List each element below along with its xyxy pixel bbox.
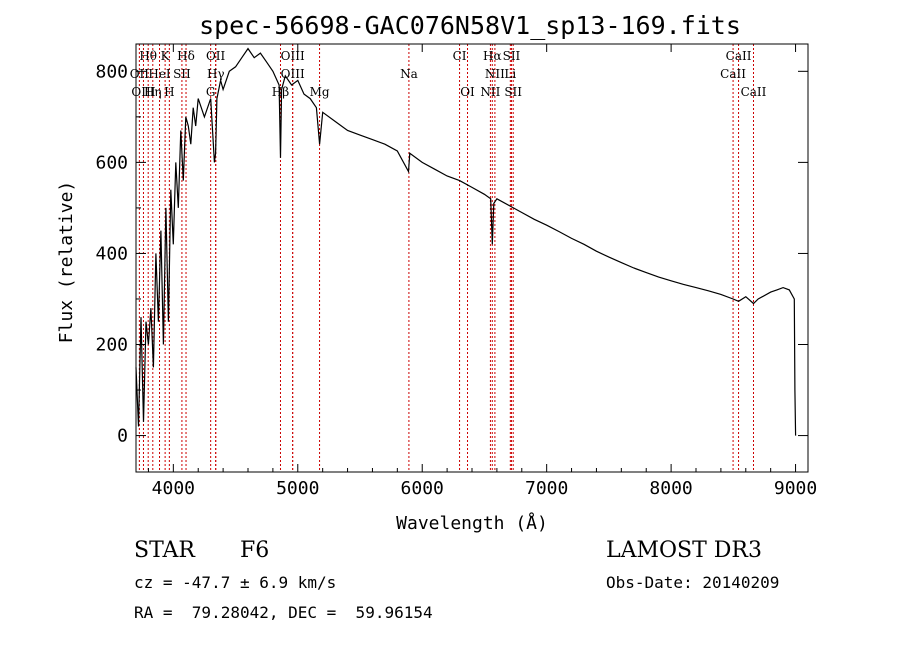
line-label-9: OII	[130, 67, 150, 81]
line-label-26: SII	[504, 85, 522, 99]
x-tick-label-4: 8000	[649, 478, 692, 499]
x-tick-label-1: 5000	[276, 478, 319, 499]
y-tick-label-0: 0	[117, 426, 128, 447]
line-label-12: Hγ	[207, 67, 225, 81]
chart-title: spec-56698-GAC076N58V1_sp13-169.fits	[199, 11, 741, 40]
object-class: STAR	[134, 538, 195, 563]
line-label-6: Hα	[483, 49, 502, 63]
line-label-23: Mg	[310, 85, 330, 99]
line-label-7: SII	[503, 49, 521, 63]
line-label-18: OIII	[131, 85, 155, 99]
line-label-27: CaII	[741, 85, 767, 99]
line-label-15: NII	[485, 67, 505, 81]
y-tick-label-1: 200	[95, 335, 128, 356]
line-label-2: Hδ	[177, 49, 195, 63]
y-tick-label-3: 600	[95, 152, 128, 173]
line-label-19: Hη	[144, 85, 162, 99]
x-tick-label-5: 9000	[774, 478, 817, 499]
line-label-11: SII	[173, 67, 191, 81]
line-label-8: CaII	[726, 49, 752, 63]
line-label-0: Hθ	[139, 49, 157, 63]
y-axis-label: Flux (relative)	[56, 181, 77, 344]
line-label-3: OII	[206, 49, 226, 63]
line-label-24: OI	[460, 85, 475, 99]
line-label-10: HeI	[148, 67, 171, 81]
x-tick-label-3: 7000	[525, 478, 568, 499]
redshift-text: cz = -47.7 ± 6.9 km/s	[134, 573, 337, 592]
x-tick-label-2: 6000	[401, 478, 444, 499]
line-label-16: Li	[504, 67, 516, 81]
survey-name: LAMOST DR3	[606, 538, 762, 563]
y-axis-ticks: 0 200 400 600 800	[95, 61, 808, 447]
spectrum-line	[135, 47, 797, 436]
line-label-14: Na	[400, 67, 418, 81]
line-label-1: K	[161, 49, 171, 63]
x-tick-label-0: 4000	[152, 478, 195, 499]
line-label-22: Hβ	[272, 85, 289, 99]
x-axis-label: Wavelength (Å)	[396, 512, 548, 534]
line-label-25: NII	[480, 85, 500, 99]
line-label-17: CaII	[720, 67, 746, 81]
y-tick-label-4: 800	[95, 61, 128, 82]
line-label-20: H	[164, 85, 174, 99]
x-axis-ticks: 4000 5000 6000 7000 8000 9000	[147, 44, 817, 499]
line-label-21: G	[206, 85, 216, 99]
coordinates: RA = 79.28042, DEC = 59.96154	[134, 603, 433, 622]
line-label-5: CI	[453, 49, 467, 63]
object-subclass: F6	[240, 538, 270, 563]
line-label-4: OIII	[281, 49, 305, 63]
emission-line-markers	[138, 44, 754, 472]
y-tick-label-2: 400	[95, 243, 128, 264]
plot-frame	[135, 43, 809, 473]
obs-date: Obs-Date: 20140209	[606, 573, 780, 592]
